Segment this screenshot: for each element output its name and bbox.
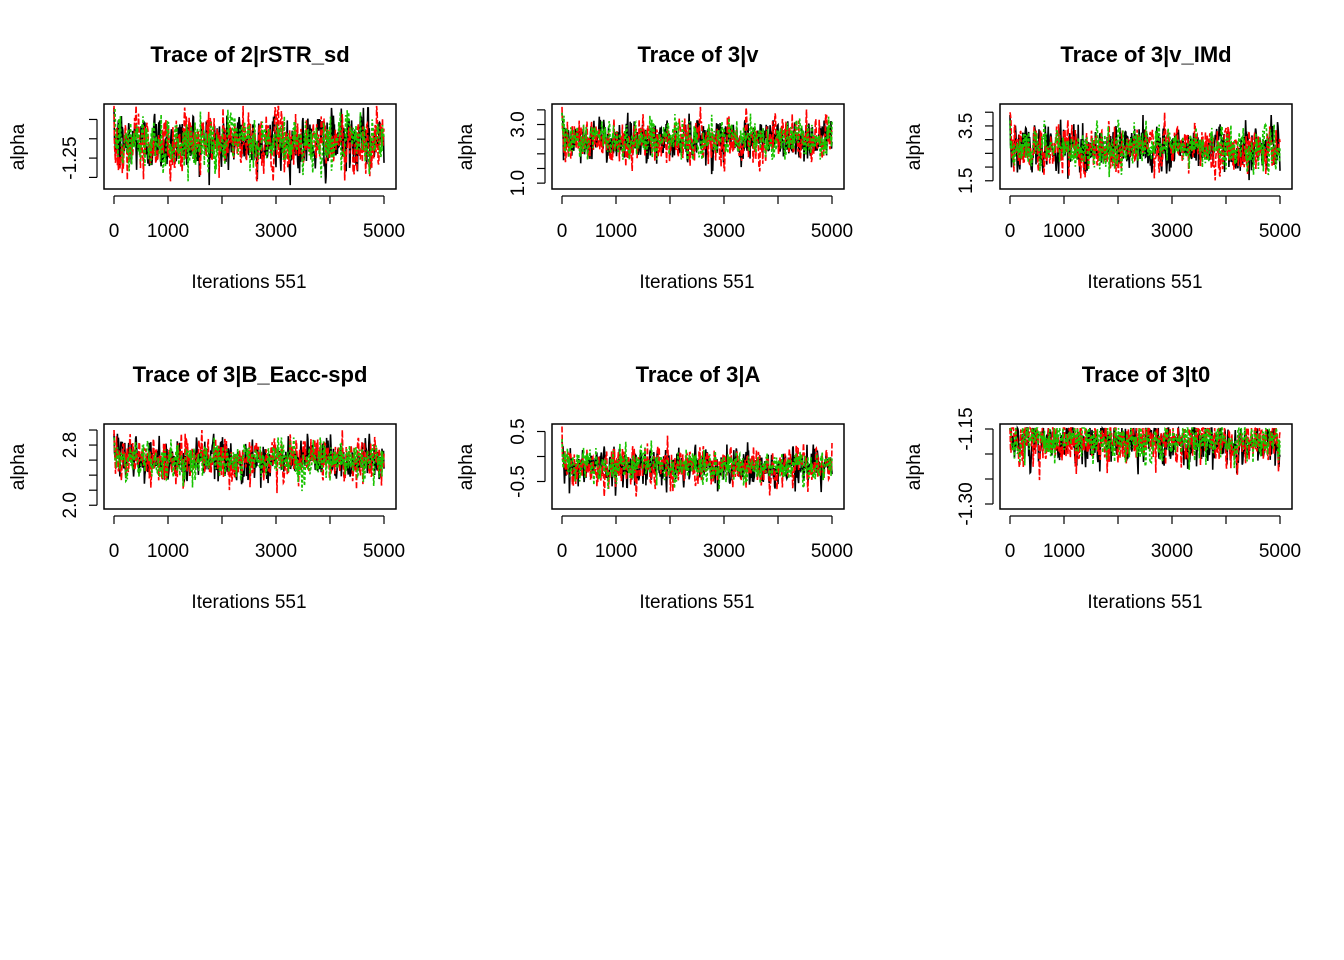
plot-frame	[551, 423, 845, 510]
x-axis-label: Iterations 551	[639, 272, 754, 293]
y-tick-label: 1.0	[508, 170, 529, 196]
plot-frame	[103, 423, 397, 510]
trace-line-chain-3	[561, 438, 833, 490]
trace-lines	[561, 426, 833, 497]
trace-panel-1: Trace of 2|rSTR_sd 0 1000 3000 5000 Iteration…	[8, 42, 405, 293]
x-tick-label: 1000	[147, 541, 189, 562]
trace-line-chain-3	[1009, 119, 1281, 178]
x-tick-label: 0	[1005, 221, 1016, 242]
x-axis: 0 1000 3000 5000	[109, 515, 405, 562]
panel-title: Trace of 3|A	[636, 362, 761, 387]
x-axis: 0 1000 3000 5000	[1005, 195, 1301, 242]
x-tick-label: 0	[1005, 541, 1016, 562]
trace-lines	[1009, 112, 1281, 181]
x-tick-label: 5000	[1259, 221, 1301, 242]
y-axis-label: alpha	[8, 443, 29, 490]
x-axis-label: Iterations 551	[1087, 272, 1202, 293]
x-tick-label: 5000	[811, 541, 853, 562]
x-tick-label: 5000	[1259, 541, 1301, 562]
y-tick-label: 2.0	[60, 492, 81, 518]
trace-lines	[113, 429, 385, 494]
x-tick-label: 1000	[1043, 221, 1085, 242]
x-tick-label: 1000	[595, 541, 637, 562]
y-tick-label: 1.5	[956, 168, 977, 194]
y-tick-label: -0.5	[508, 465, 529, 498]
x-axis: 0 1000 3000 5000	[109, 195, 405, 242]
plot-frame	[103, 103, 397, 190]
y-axis: -0.5 0.5	[508, 418, 546, 498]
trace-panel-2: Trace of 3|v 0 1000 3000 5000 Iterations 551 1…	[456, 42, 853, 293]
x-tick-label: 3000	[1151, 221, 1193, 242]
plot-frame	[551, 103, 845, 190]
x-tick-label: 3000	[1151, 541, 1193, 562]
y-tick-label: 3.5	[956, 113, 977, 139]
trace-line-chain-3	[561, 112, 833, 161]
y-axis-label: alpha	[904, 443, 925, 490]
x-tick-label: 0	[109, 221, 120, 242]
y-tick-label: -1.30	[956, 482, 977, 525]
x-tick-label: 1000	[147, 221, 189, 242]
x-tick-label: 5000	[363, 541, 405, 562]
x-axis-label: Iterations 551	[191, 272, 306, 293]
y-tick-label: -1.15	[956, 407, 977, 450]
y-axis: 1.0 3.0	[508, 109, 546, 196]
y-axis-label: alpha	[8, 123, 29, 170]
x-axis: 0 1000 3000 5000	[557, 195, 853, 242]
panel-title: Trace of 3|v_IMd	[1060, 42, 1231, 67]
y-axis: 2.0 2.8	[60, 429, 98, 518]
x-tick-label: 3000	[703, 541, 745, 562]
x-tick-label: 1000	[595, 221, 637, 242]
trace-panel-6: Trace of 3|t0 0 1000 3000 5000 Iterations 551…	[904, 362, 1301, 613]
x-axis-label: Iterations 551	[639, 592, 754, 613]
y-axis: -1.25	[60, 118, 98, 180]
x-tick-label: 3000	[703, 221, 745, 242]
panel-title: Trace of 3|t0	[1082, 362, 1210, 387]
x-tick-label: 5000	[363, 221, 405, 242]
x-axis: 0 1000 3000 5000	[1005, 515, 1301, 562]
trace-lines	[561, 106, 833, 175]
trace-line-chain-3	[113, 437, 385, 492]
x-tick-label: 0	[557, 221, 568, 242]
x-tick-label: 3000	[255, 221, 297, 242]
trace-line-chain-3	[114, 109, 385, 182]
x-axis: 0 1000 3000 5000	[557, 515, 853, 562]
y-axis: 1.5 3.5	[956, 111, 994, 194]
plot-frame	[999, 423, 1293, 510]
trace-lines	[1009, 425, 1281, 481]
panel-title: Trace of 3|v	[637, 42, 759, 67]
y-axis-label: alpha	[904, 123, 925, 170]
trace-panel-4: Trace of 3|B_Eacc-spd 0 1000 3000 5000 Iterat…	[8, 362, 405, 613]
y-tick-label: 2.8	[60, 432, 81, 458]
panel-title: Trace of 3|B_Eacc-spd	[133, 362, 368, 387]
x-axis-label: Iterations 551	[191, 592, 306, 613]
y-tick-label: 0.5	[508, 418, 529, 444]
trace-panel-5: Trace of 3|A 0 1000 3000 5000 Iterations 551 -…	[456, 362, 853, 613]
x-tick-label: 5000	[811, 221, 853, 242]
x-axis-label: Iterations 551	[1087, 592, 1202, 613]
trace-line-chain-1	[561, 112, 833, 175]
trace-line-chain-3	[1009, 427, 1281, 470]
y-axis-label: alpha	[456, 123, 477, 170]
x-tick-label: 0	[557, 541, 568, 562]
panel-title: Trace of 2|rSTR_sd	[150, 42, 349, 67]
x-tick-label: 1000	[1043, 541, 1085, 562]
y-tick-label: -1.25	[60, 136, 81, 179]
trace-panel-3: Trace of 3|v_IMd 0 1000 3000 5000 Iterations …	[904, 42, 1301, 293]
y-axis-label: alpha	[456, 443, 477, 490]
trace-lines	[113, 105, 385, 186]
x-tick-label: 0	[109, 541, 120, 562]
x-tick-label: 3000	[255, 541, 297, 562]
y-axis: -1.30 -1.15	[956, 407, 994, 526]
y-tick-label: 3.0	[508, 111, 529, 137]
plot-frame	[999, 103, 1293, 190]
